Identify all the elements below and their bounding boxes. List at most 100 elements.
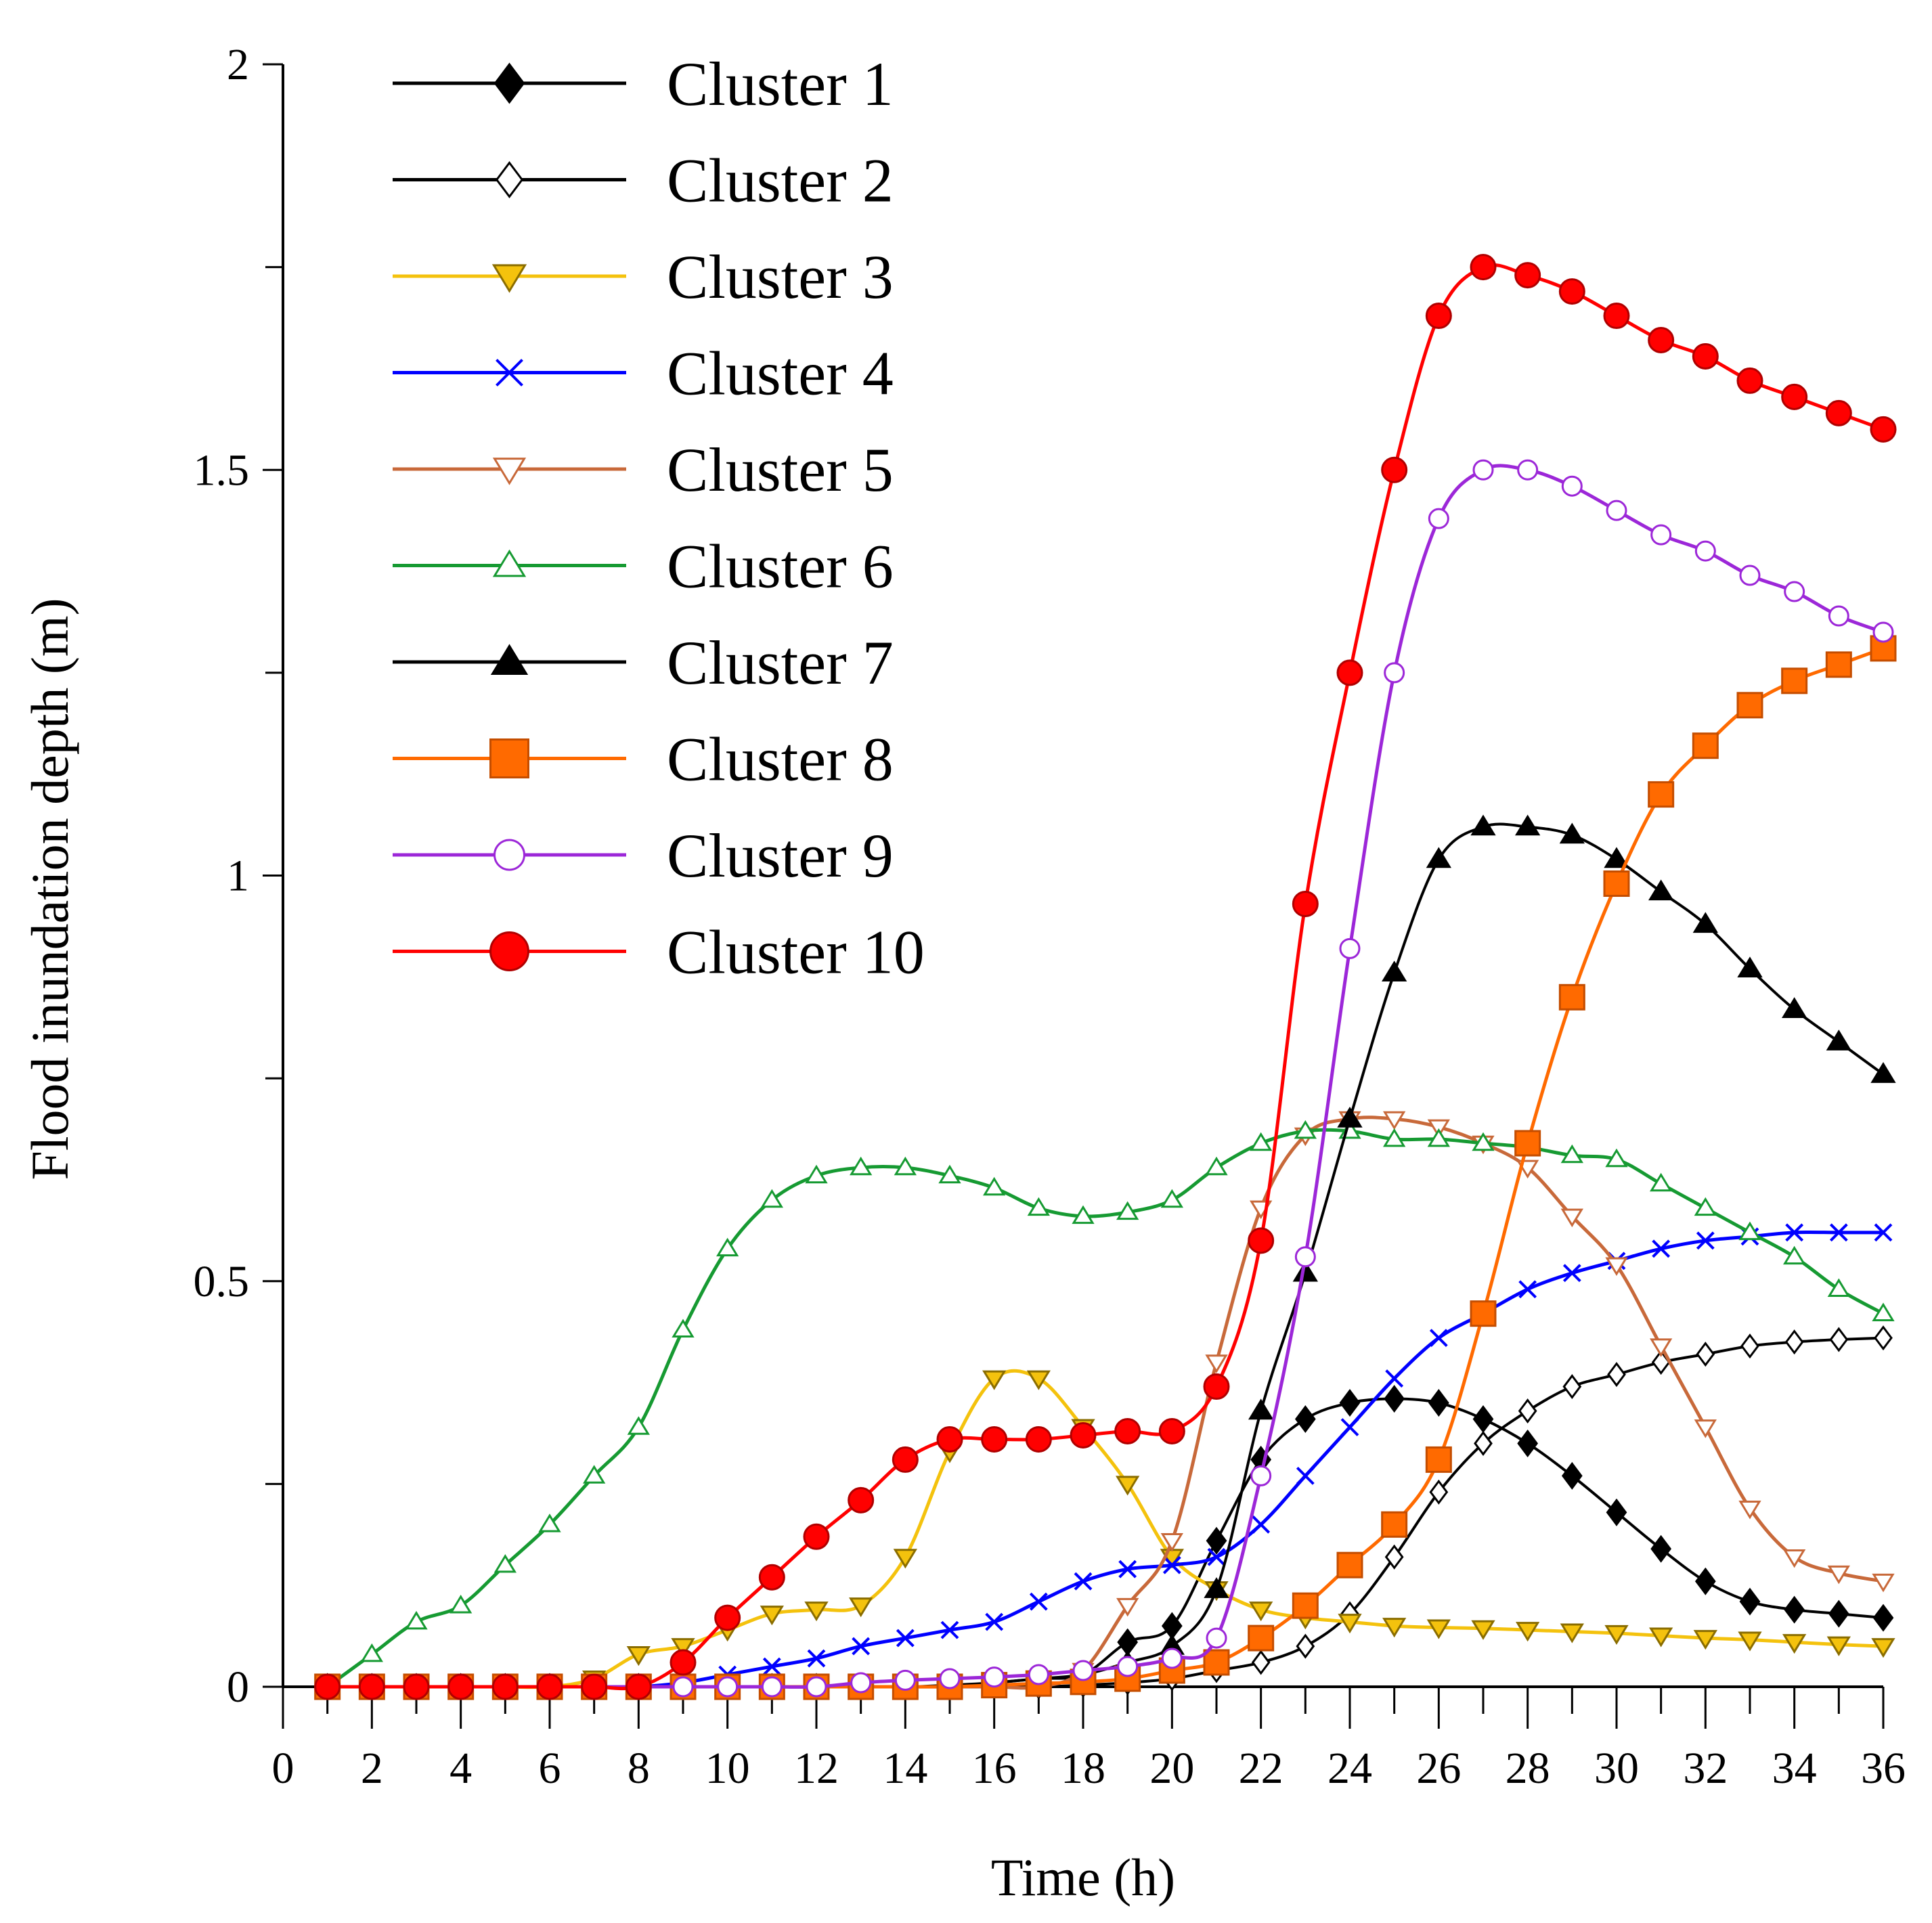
data-point	[1517, 1429, 1539, 1457]
data-point	[1518, 1280, 1537, 1299]
data-point	[717, 1676, 739, 1698]
data-point	[1203, 1373, 1230, 1400]
data-point	[1694, 1567, 1716, 1595]
data-point	[1872, 1302, 1895, 1321]
data-point	[1204, 1577, 1229, 1598]
data-point	[1739, 565, 1761, 586]
legend-item: Cluster 9	[393, 821, 894, 890]
data-point	[1026, 1370, 1051, 1390]
data-point	[1429, 1329, 1448, 1348]
data-point	[491, 1673, 519, 1700]
data-point	[1606, 500, 1627, 521]
data-point	[1382, 1618, 1407, 1638]
data-point	[1340, 1418, 1359, 1436]
legend-marker	[493, 839, 525, 871]
data-point	[449, 1594, 473, 1614]
data-point	[852, 1637, 871, 1656]
data-point	[1558, 983, 1585, 1011]
data-point	[1074, 1572, 1093, 1591]
data-point	[1650, 524, 1672, 546]
y-tick-label: 2	[227, 40, 249, 89]
data-point	[983, 1176, 1006, 1196]
data-point	[1648, 326, 1675, 353]
x-tick-label: 16	[972, 1744, 1017, 1793]
x-tick-label: 14	[883, 1744, 927, 1793]
data-point	[1292, 890, 1319, 917]
data-point	[1648, 781, 1675, 808]
series-line	[326, 1128, 1885, 1689]
data-point	[1516, 1622, 1540, 1642]
data-point	[1874, 1223, 1893, 1242]
series-line	[327, 1115, 1884, 1690]
legend-item: Cluster 2	[393, 146, 894, 215]
x-tick-label: 6	[539, 1744, 561, 1793]
legend-label: Cluster 9	[667, 821, 894, 890]
legend-label: Cluster 2	[667, 146, 894, 215]
legend-item: Cluster 4	[393, 339, 894, 408]
data-point	[1515, 814, 1541, 836]
x-axis-title: Time (h)	[991, 1848, 1175, 1907]
series-5	[316, 1111, 1895, 1698]
data-point	[671, 1638, 695, 1658]
x-tick-label: 26	[1416, 1744, 1461, 1793]
x-tick-label: 36	[1861, 1744, 1906, 1793]
data-point	[1514, 1130, 1541, 1157]
data-point	[1739, 1587, 1761, 1616]
data-point	[1116, 1597, 1139, 1617]
data-point	[761, 1676, 783, 1698]
data-point	[1294, 1246, 1316, 1268]
data-point	[1696, 1342, 1715, 1367]
data-point	[1428, 508, 1449, 529]
series-line	[327, 1230, 1883, 1689]
data-point	[1385, 1369, 1404, 1388]
x-tick-label: 24	[1327, 1744, 1372, 1793]
data-point	[1339, 1389, 1361, 1417]
data-point	[1474, 1430, 1493, 1456]
data-point	[1605, 1148, 1628, 1168]
data-point	[1784, 1329, 1804, 1355]
series-layer	[314, 254, 1897, 1701]
x-tick-label: 12	[794, 1744, 839, 1793]
data-point	[1736, 367, 1763, 394]
data-point	[1870, 416, 1897, 443]
data-point	[985, 1612, 1004, 1631]
data-point	[1162, 1555, 1181, 1574]
data-point	[1827, 1565, 1850, 1585]
x-tick-label: 28	[1506, 1744, 1550, 1793]
legend-item: Cluster 5	[393, 435, 894, 504]
legend-label: Cluster 10	[667, 918, 925, 987]
data-point	[1874, 1325, 1893, 1351]
legend-item: Cluster 10	[393, 918, 925, 987]
data-point	[1650, 1338, 1673, 1357]
data-point	[804, 1601, 829, 1622]
y-tick-label: 0.5	[194, 1257, 250, 1306]
data-point	[626, 1646, 651, 1666]
data-point	[760, 1606, 784, 1626]
data-point	[1828, 1599, 1849, 1628]
data-point	[1829, 1223, 1848, 1242]
data-point	[358, 1673, 385, 1700]
data-point	[1118, 1560, 1137, 1578]
legend-marker	[492, 458, 527, 485]
data-point	[1161, 1648, 1183, 1669]
data-point	[1249, 1601, 1273, 1622]
legend-label: Cluster 6	[667, 532, 894, 601]
legend: Cluster 1 Cluster 2 Cluster 3 Cluster 4 Clus…	[393, 49, 925, 987]
data-point	[1160, 1532, 1183, 1552]
y-tick-label: 1.5	[194, 445, 250, 495]
data-point	[1736, 692, 1763, 719]
data-point	[1381, 1511, 1408, 1538]
data-point	[1248, 1398, 1274, 1420]
x-tick-label: 22	[1239, 1744, 1283, 1793]
data-point	[894, 1156, 917, 1176]
data-point	[1562, 1264, 1581, 1283]
data-point	[1784, 1595, 1805, 1624]
data-point	[493, 1554, 517, 1573]
data-point	[1826, 1636, 1851, 1656]
data-point	[1558, 278, 1585, 305]
data-point	[669, 1649, 697, 1676]
data-point	[1427, 1128, 1450, 1147]
data-point	[1160, 1189, 1183, 1208]
data-point	[1472, 1405, 1494, 1433]
data-point	[1785, 1223, 1804, 1242]
